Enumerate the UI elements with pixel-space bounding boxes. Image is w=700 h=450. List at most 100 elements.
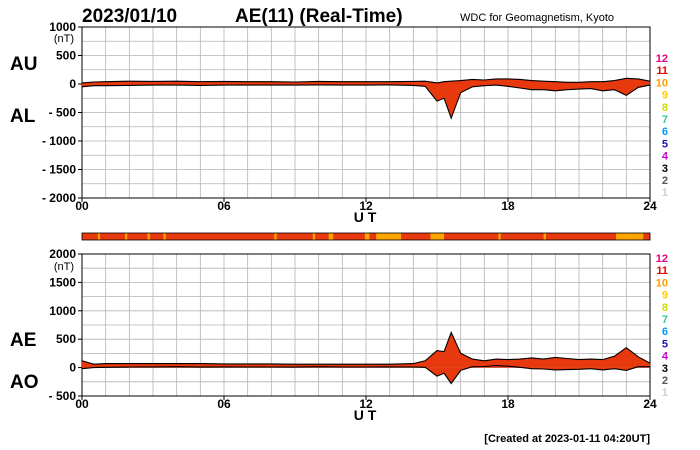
- station-bar-segment: [177, 233, 180, 240]
- created-timestamp: [Created at 2023-01-11 04:20UT]: [484, 433, 650, 445]
- station-bar-segment: [489, 233, 492, 240]
- station-bar-segment: [419, 233, 422, 240]
- station-bar-segment: [425, 233, 429, 240]
- ao-label: AO: [10, 372, 39, 393]
- station-bar-segment: [536, 233, 540, 240]
- station-bar-segment: [247, 233, 250, 240]
- station-bar-segment: [502, 233, 506, 240]
- station-bar-segment: [401, 233, 404, 240]
- station-bar-segment: [138, 233, 142, 240]
- station-bar-segment: [88, 233, 92, 240]
- station-bar-segment: [315, 233, 318, 240]
- station-bar-segment: [473, 233, 477, 240]
- station-bar-segment: [362, 233, 366, 240]
- station-bar-segment: [638, 233, 642, 240]
- station-bar-segment: [299, 233, 302, 240]
- x-axis-label-bottom: U T: [354, 407, 377, 423]
- station-bar-segment: [242, 233, 246, 240]
- station-bar-segment: [516, 233, 520, 240]
- source-label: WDC for Geomagnetism, Kyoto: [460, 12, 614, 24]
- station-bar-segment: [428, 233, 431, 240]
- station-bar-segment: [253, 233, 257, 240]
- station-bar-segment: [125, 233, 128, 240]
- station-bar-segment: [584, 233, 587, 240]
- station-bar-segment: [118, 233, 121, 240]
- station-bar-segment: [523, 233, 526, 240]
- station-legend-label: 8: [662, 102, 668, 114]
- station-bar-segment: [602, 233, 606, 240]
- chart-title: AE(11) (Real-Time): [235, 6, 403, 27]
- station-bar-segment: [106, 233, 110, 240]
- station-bar-segment: [518, 233, 522, 240]
- station-bar-segment: [444, 233, 447, 240]
- station-bar-segment: [450, 233, 454, 240]
- station-bar-segment: [527, 233, 531, 240]
- station-bar-segment: [235, 233, 239, 240]
- station-bar-segment: [290, 233, 293, 240]
- station-bar-segment: [342, 233, 345, 240]
- station-bar-segment: [294, 233, 298, 240]
- station-bar-segment: [335, 233, 339, 240]
- station-bar-segment: [564, 233, 567, 240]
- station-legend-label: 3: [662, 363, 668, 375]
- x-tick-label: 24: [643, 199, 657, 213]
- station-bar-segment: [131, 233, 135, 240]
- au-line: [81, 77, 651, 84]
- station-bar-segment: [158, 233, 162, 240]
- station-bar-segment: [163, 233, 167, 240]
- station-bar-segment: [588, 233, 592, 240]
- station-bar-segment: [129, 233, 133, 240]
- station-bar-segment: [407, 233, 411, 240]
- x-ticks-top: 00 06 12 18 24: [75, 198, 657, 213]
- station-bar-segment: [521, 233, 524, 240]
- station-bar-segment: [631, 233, 635, 240]
- station-bar-segment: [222, 233, 225, 240]
- station-bar-segment: [453, 233, 456, 240]
- station-bar-segment: [321, 233, 325, 240]
- station-bar-segment: [462, 233, 465, 240]
- grid-bottom: [81, 253, 651, 397]
- station-bar-segment: [197, 233, 200, 240]
- station-legend-label: 11: [656, 65, 668, 77]
- station-bar-segment: [97, 233, 101, 240]
- station-bar-segment: [174, 233, 178, 240]
- station-bar-segment: [287, 233, 291, 240]
- station-bar-segment: [493, 233, 497, 240]
- station-bar-segment: [328, 233, 332, 240]
- station-bar-segment: [471, 233, 474, 240]
- station-bar-segment: [647, 233, 651, 240]
- x-tick-label: 06: [217, 199, 231, 213]
- station-bar-segment: [396, 233, 400, 240]
- station-bar-segment: [95, 233, 99, 240]
- au-label: AU: [10, 54, 37, 75]
- station-bar-segment: [172, 233, 176, 240]
- station-legend-label: 6: [662, 326, 668, 338]
- station-legend-label: 2: [662, 375, 668, 387]
- station-bar-segment: [358, 233, 361, 240]
- station-bar-segment: [557, 233, 560, 240]
- station-legend-label: 1: [662, 187, 668, 199]
- station-bar-segment: [573, 233, 576, 240]
- station-bar-segment: [405, 233, 409, 240]
- station-bar-segment: [597, 233, 601, 240]
- al-label: AL: [10, 106, 36, 127]
- station-bar-segment: [339, 233, 343, 240]
- station-bar-segment: [525, 233, 529, 240]
- station-bar-segment: [276, 233, 280, 240]
- station-bar-segment: [317, 233, 320, 240]
- station-bar-segment: [600, 233, 603, 240]
- ae-ao-series: [81, 330, 651, 385]
- station-bar-segment: [84, 233, 87, 240]
- station-bar-segment: [269, 233, 273, 240]
- station-legend-label: 6: [662, 126, 668, 138]
- station-bar-segment: [249, 233, 253, 240]
- station-bar-segment: [509, 233, 513, 240]
- al-line: [81, 84, 651, 120]
- station-bar-segment: [593, 233, 596, 240]
- station-bar-segment: [482, 233, 486, 240]
- station-bar-segment: [120, 233, 124, 240]
- station-bar-segment: [154, 233, 157, 240]
- station-bar-segment: [93, 233, 96, 240]
- station-bar-segment: [609, 233, 612, 240]
